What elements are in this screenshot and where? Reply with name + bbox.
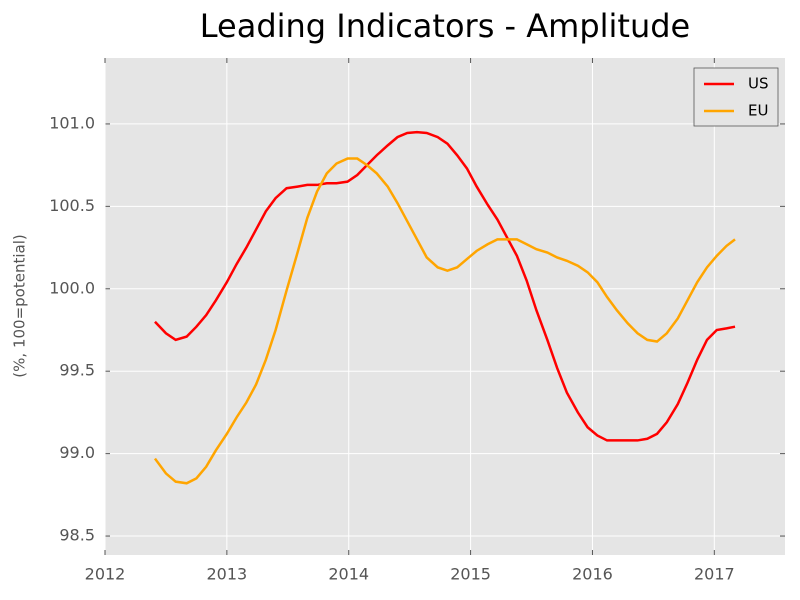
x-tick-label: 2014 <box>328 565 369 584</box>
lines <box>153 130 736 485</box>
legend-label: EU <box>748 102 768 120</box>
y-tick-label: 101.0 <box>49 113 95 132</box>
line-eu <box>153 157 736 485</box>
y-tick-label: 100.0 <box>49 278 95 297</box>
line-us <box>154 130 736 442</box>
y-tick-label: 99.5 <box>59 361 95 380</box>
x-tick-label: 2013 <box>207 565 248 584</box>
y-tick-label: 99.0 <box>59 443 95 462</box>
legend-label: US <box>748 75 769 93</box>
grid: 98.5 99.0 99.5 100.0 100.5 101.0 2012 2013 2014 2… <box>49 58 785 584</box>
x-tick-label: 2016 <box>572 565 613 584</box>
x-tick-label: 2015 <box>450 565 491 584</box>
x-tick-label: 2017 <box>694 565 735 584</box>
legend: US EU <box>693 67 779 127</box>
y-tick-label: 98.5 <box>59 526 95 545</box>
chart-title: Leading Indicators - Amplitude <box>200 7 690 45</box>
legend-box <box>693 67 779 127</box>
y-tick-label: 100.5 <box>49 196 95 215</box>
x-tick-label: 2012 <box>85 565 126 584</box>
y-axis-label: (%, 100=potential) <box>11 234 29 377</box>
